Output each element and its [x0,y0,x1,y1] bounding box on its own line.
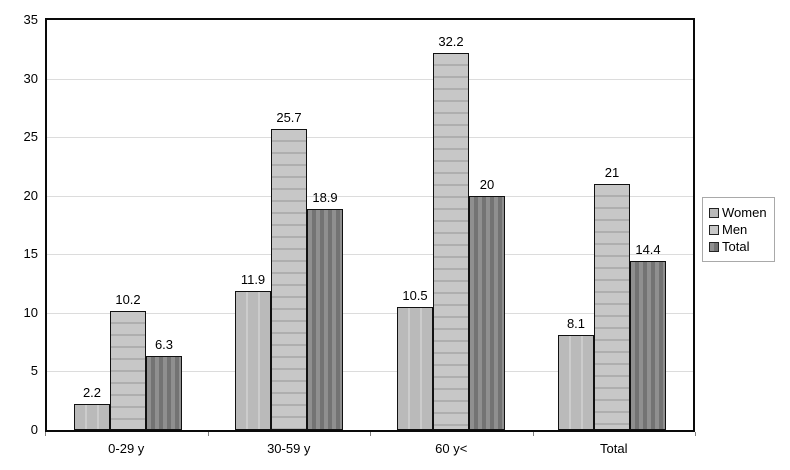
bar-men-60 y< [433,53,469,430]
x-category-label-30-59 y: 30-59 y [267,441,311,456]
legend: Women Men Total [702,197,775,262]
y-tick-label-20: 20 [23,187,38,203]
gridline-10 [47,312,693,314]
gridline-30 [47,78,693,80]
bar-total-60 y< [469,196,505,430]
bar-men-0-29 y [110,311,146,430]
bar-value-women-Total: 8.1 [566,316,586,331]
bar-value-men-30-59 y: 25.7 [276,110,302,125]
y-tick-label-0: 0 [30,422,38,437]
y-tick-label-25: 25 [23,129,38,145]
legend-label-total: Total [722,239,750,254]
plot-inner: 2.2 10.2 6.3 11.9 25.7 18.9 10.5 32.2 20 8.1 21 14.… [47,20,693,430]
bar-value-men-0-29 y: 10.2 [115,292,141,307]
bar-women-60 y< [397,307,433,430]
plot-area: 2.2 10.2 6.3 11.9 25.7 18.9 10.5 32.2 20 8.1 21 14.… [45,18,695,432]
bar-total-30-59 y [307,209,343,430]
y-tick-label-5: 5 [30,363,38,379]
bar-value-total-0-29 y: 6.3 [154,337,174,352]
x-tick-2 [370,432,371,436]
y-tick-label-35: 35 [23,12,38,27]
bar-men-30-59 y [271,129,307,430]
y-tick-label-10: 10 [23,304,38,320]
bar-total-0-29 y [146,356,182,430]
legend-label-women: Women [722,205,767,220]
bar-total-Total [630,261,666,430]
bar-value-total-30-59 y: 18.9 [312,190,338,205]
legend-row-men: Men [709,222,767,237]
bar-value-total-Total: 14.4 [635,242,661,257]
x-tick-4 [695,432,696,436]
bar-women-Total [558,335,594,430]
gridline-25 [47,137,693,139]
bar-women-30-59 y [235,291,271,430]
x-category-label-60 y<: 60 y< [435,441,468,456]
bar-value-women-60 y<: 10.5 [402,288,428,303]
x-category-label-0-29 y: 0-29 y [108,441,145,456]
legend-swatch-women [709,207,719,218]
bar-value-women-0-29 y: 2.2 [82,385,102,400]
legend-label-men: Men [722,222,748,237]
x-tick-1 [208,432,209,436]
bar-men-Total [594,184,630,430]
bar-value-men-Total: 21 [604,165,620,180]
y-tick-label-30: 30 [23,70,38,86]
legend-swatch-men [709,224,719,235]
bar-value-men-60 y<: 32.2 [438,34,464,49]
x-tick-3 [533,432,534,436]
gridline-15 [47,254,693,256]
legend-row-total: Total [709,239,767,254]
y-tick-label-15: 15 [23,246,38,262]
gridline-20 [47,195,693,197]
x-tick-0 [45,432,46,436]
legend-row-women: Women [709,205,767,220]
x-category-label-Total: Total [600,441,628,456]
gridline-5 [47,371,693,373]
bar-value-women-30-59 y: 11.9 [240,272,266,287]
bar-value-total-60 y<: 20 [479,177,495,192]
bar-women-0-29 y [74,404,110,430]
legend-swatch-total [709,241,719,252]
